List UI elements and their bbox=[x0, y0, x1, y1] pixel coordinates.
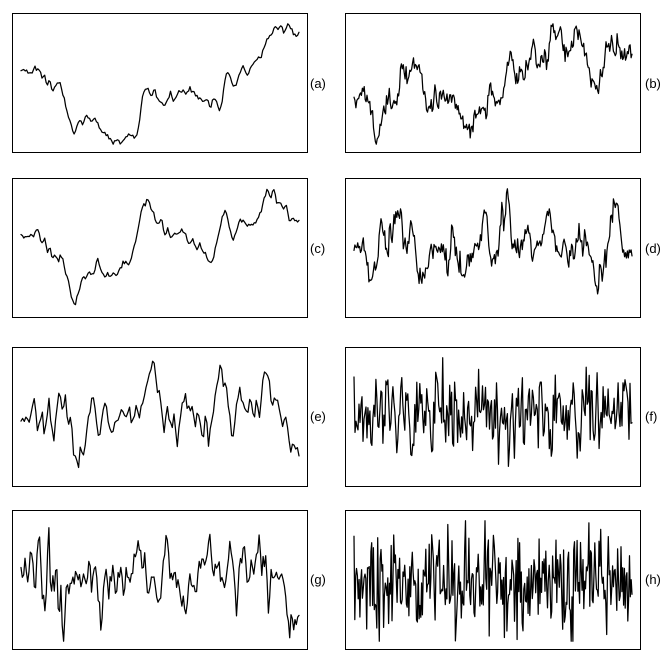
panel-d-plot bbox=[353, 188, 633, 295]
panel-e-plot bbox=[20, 360, 300, 469]
series-line bbox=[353, 520, 633, 642]
panel-f bbox=[345, 347, 641, 487]
panel-c bbox=[12, 178, 308, 318]
panel-g-plot bbox=[20, 527, 300, 642]
panel-g-label: (g) bbox=[310, 572, 326, 587]
series-line bbox=[353, 357, 633, 468]
series-line bbox=[20, 23, 300, 145]
panel-a-label: (a) bbox=[310, 76, 326, 91]
panel-g bbox=[12, 510, 308, 650]
panel-e bbox=[12, 347, 308, 487]
panel-b bbox=[345, 13, 641, 153]
panel-h-label: (h) bbox=[645, 572, 661, 587]
panel-b-plot bbox=[353, 23, 633, 145]
panel-h-plot bbox=[353, 520, 633, 642]
panel-a-plot bbox=[20, 23, 300, 145]
panel-c-label: (c) bbox=[310, 241, 326, 256]
panel-a bbox=[12, 13, 308, 153]
panel-c-plot bbox=[20, 188, 300, 306]
panel-d bbox=[345, 178, 641, 318]
series-line bbox=[20, 188, 300, 306]
series-line bbox=[353, 23, 633, 145]
series-line bbox=[20, 527, 300, 642]
panel-e-label: (e) bbox=[310, 409, 326, 424]
panel-f-plot bbox=[353, 357, 633, 468]
panel-f-label: (f) bbox=[645, 409, 658, 424]
series-line bbox=[20, 360, 300, 469]
panel-h bbox=[345, 510, 641, 650]
series-line bbox=[353, 188, 633, 295]
panel-b-label: (b) bbox=[645, 76, 661, 91]
panel-d-label: (d) bbox=[645, 241, 661, 256]
